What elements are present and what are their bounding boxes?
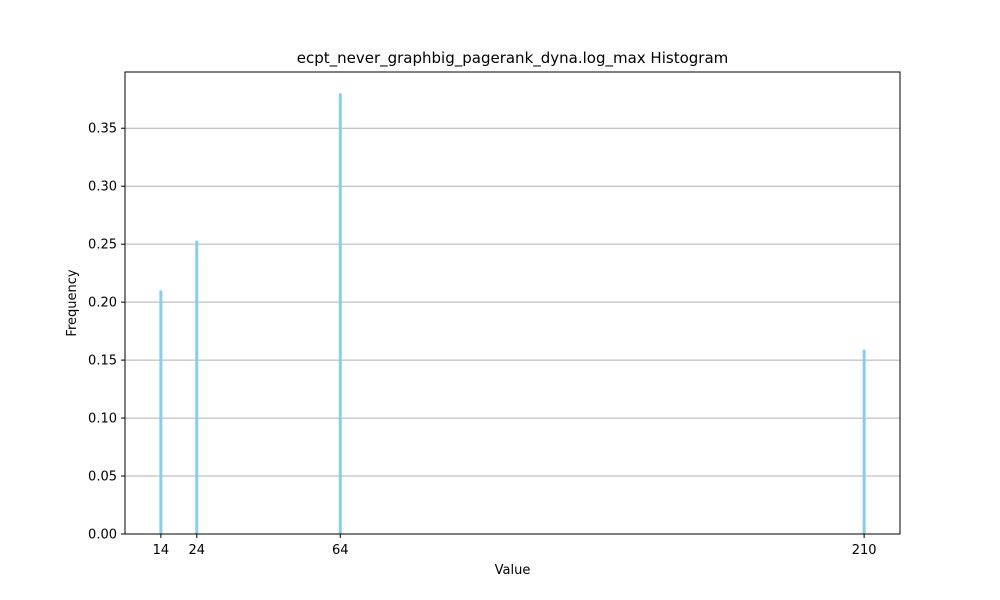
y-tick-label: 0.00	[88, 528, 117, 543]
histogram-bars	[159, 93, 866, 535]
histogram-bar	[159, 290, 163, 534]
y-axis-ticks: 0.00 0.05 0.10 0.15 0.20 0.25 0.30 0.35	[88, 122, 125, 543]
y-tick-label: 0.20	[88, 296, 117, 311]
histogram-bar	[195, 240, 199, 535]
x-tick-label: 64	[332, 543, 349, 558]
plot-area-frame	[124, 71, 901, 535]
y-tick-label: 0.25	[88, 238, 117, 253]
histogram-bar	[338, 93, 342, 534]
y-gridlines	[125, 127, 900, 477]
histogram-bar	[862, 349, 866, 534]
x-tick-label: 14	[153, 543, 170, 558]
y-tick-label: 0.05	[88, 470, 117, 485]
y-tick-label: 0.10	[88, 412, 117, 427]
y-axis-label: Frequency	[65, 269, 80, 336]
x-tick-label: 24	[188, 543, 205, 558]
y-tick-label: 0.15	[88, 354, 117, 369]
y-tick-label: 0.35	[88, 122, 117, 137]
x-axis-ticks: 14 24 64 210	[153, 534, 877, 558]
y-tick-label: 0.30	[88, 180, 117, 195]
chart-title: ecpt_never_graphbig_pagerank_dyna.log_ma…	[297, 49, 729, 68]
x-tick-label: 210	[852, 543, 877, 558]
x-axis-label: Value	[495, 563, 531, 578]
